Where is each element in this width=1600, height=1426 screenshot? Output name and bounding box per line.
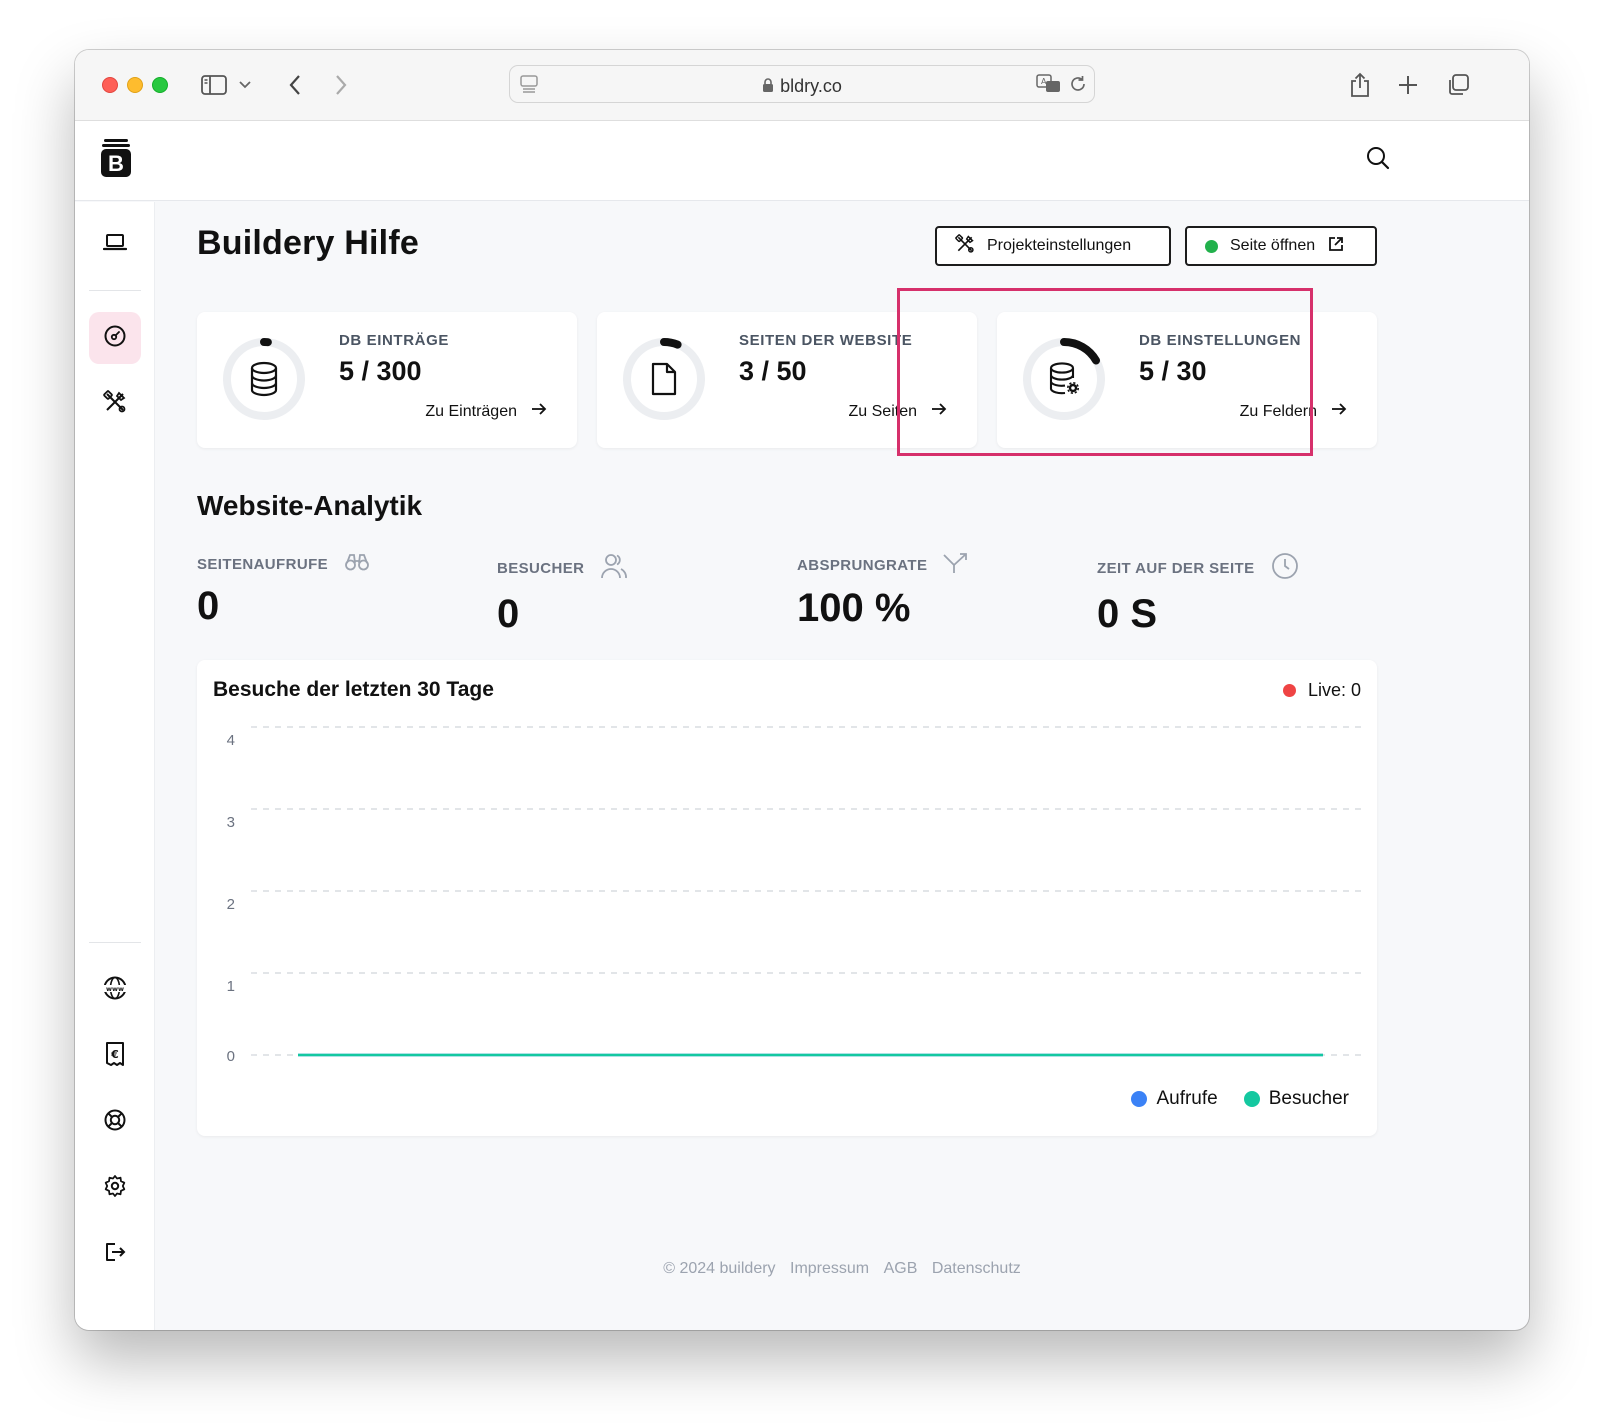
usage-card-db-entries: DB Einträge 5 / 300 Zu Einträgen bbox=[197, 312, 577, 448]
address-bar[interactable]: bldry.co A bbox=[509, 65, 1095, 103]
zoom-window-button[interactable] bbox=[152, 77, 168, 93]
usage-ring bbox=[619, 334, 709, 429]
sidebar-item-settings[interactable] bbox=[89, 1162, 141, 1214]
dashboard-gauge-icon bbox=[103, 324, 127, 353]
logout-icon bbox=[103, 1240, 127, 1269]
browser-toolbar: bldry.co A bbox=[75, 50, 1529, 121]
arrow-right-icon bbox=[931, 402, 947, 421]
sidebar-item-dashboard[interactable] bbox=[89, 312, 141, 364]
sidebar-toggle-icon[interactable] bbox=[199, 70, 229, 100]
search-icon[interactable] bbox=[1365, 145, 1391, 176]
share-icon[interactable] bbox=[1345, 70, 1375, 100]
project-settings-label: Projekteinstellungen bbox=[987, 237, 1132, 254]
buildery-logo[interactable]: B bbox=[101, 139, 131, 182]
app-header: B bbox=[75, 121, 1529, 201]
usage-ring bbox=[1019, 334, 1109, 429]
euro-receipt-icon: € bbox=[104, 1041, 126, 1072]
go-to-fields-link[interactable]: Zu Feldern bbox=[1240, 402, 1347, 421]
usage-ring-progress bbox=[1060, 338, 1101, 365]
card-count: 5 / 300 bbox=[339, 356, 422, 386]
usage-card-db-settings: DB Einstellungen 5 / 30 Zu Feldern bbox=[997, 312, 1377, 448]
globe-www-icon: www bbox=[102, 975, 128, 1006]
card-label: Seiten der Website bbox=[739, 332, 913, 349]
card-label: DB Einträge bbox=[339, 332, 449, 349]
tools-icon bbox=[955, 233, 975, 259]
svg-text:A: A bbox=[1041, 77, 1047, 86]
tools-icon bbox=[103, 389, 127, 419]
project-settings-button[interactable]: Projekteinstellungen bbox=[935, 226, 1171, 266]
reload-icon[interactable] bbox=[1068, 74, 1088, 99]
highlight-box bbox=[897, 288, 1313, 456]
sidebar-divider bbox=[89, 290, 141, 291]
open-site-button[interactable]: Seite öffnen bbox=[1185, 226, 1377, 266]
usage-ring bbox=[219, 334, 309, 429]
gear-icon bbox=[103, 1174, 127, 1203]
sidebar-item-logout[interactable] bbox=[89, 1228, 141, 1280]
browser-window: bldry.co A B bbox=[75, 50, 1529, 1330]
page-title: Buildery Hilfe bbox=[197, 224, 419, 262]
card-count: 3 / 50 bbox=[739, 356, 807, 386]
page-menu-icon[interactable] bbox=[520, 74, 538, 99]
sidebar-item-domains[interactable]: www bbox=[89, 964, 141, 1016]
sidebar-item-billing[interactable]: € bbox=[89, 1030, 141, 1082]
laptop-icon bbox=[102, 232, 128, 257]
open-site-label: Seite öffnen bbox=[1230, 237, 1316, 254]
arrow-right-icon bbox=[531, 402, 547, 421]
card-count: 5 / 30 bbox=[1139, 356, 1207, 386]
sidebar-item-help[interactable] bbox=[89, 1096, 141, 1148]
lifebuoy-icon bbox=[103, 1108, 127, 1137]
sidebar-item-websites[interactable] bbox=[89, 218, 141, 270]
sidebar-item-tools[interactable] bbox=[89, 378, 141, 430]
logo-letter: B bbox=[108, 151, 124, 176]
lock-icon bbox=[762, 77, 774, 98]
translate-icon[interactable]: A bbox=[1036, 74, 1062, 99]
main-content: Buildery Hilfe Projekteinstellungen Seit… bbox=[155, 202, 1529, 1330]
url-display: bldry.co bbox=[510, 76, 1094, 98]
card-label: DB Einstellungen bbox=[1139, 332, 1302, 349]
usage-card-pages: Seiten der Website 3 / 50 Zu Seiten bbox=[597, 312, 977, 448]
sidebar: www € bbox=[75, 202, 155, 1330]
database-icon bbox=[250, 361, 278, 397]
site-online-status-dot bbox=[1205, 239, 1218, 253]
database-settings-icon bbox=[1049, 362, 1079, 395]
external-link-icon bbox=[1327, 235, 1345, 258]
new-tab-icon[interactable] bbox=[1393, 70, 1423, 100]
chevron-down-icon[interactable] bbox=[235, 70, 255, 100]
minimize-window-button[interactable] bbox=[127, 77, 143, 93]
usage-ring-progress bbox=[660, 338, 682, 349]
back-icon[interactable] bbox=[280, 70, 310, 100]
forward-icon[interactable] bbox=[326, 70, 356, 100]
url-text: bldry.co bbox=[780, 76, 842, 96]
close-window-button[interactable] bbox=[102, 77, 118, 93]
svg-text:www: www bbox=[106, 985, 124, 993]
go-to-entries-link[interactable]: Zu Einträgen bbox=[425, 402, 547, 421]
card-link-label: Zu Feldern bbox=[1239, 402, 1317, 420]
file-icon bbox=[651, 362, 677, 396]
svg-text:€: € bbox=[110, 1048, 119, 1061]
sidebar-divider bbox=[89, 942, 141, 943]
card-link-label: Zu Einträgen bbox=[425, 402, 517, 420]
tab-overview-icon[interactable] bbox=[1443, 70, 1473, 100]
arrow-right-icon bbox=[1331, 402, 1347, 421]
